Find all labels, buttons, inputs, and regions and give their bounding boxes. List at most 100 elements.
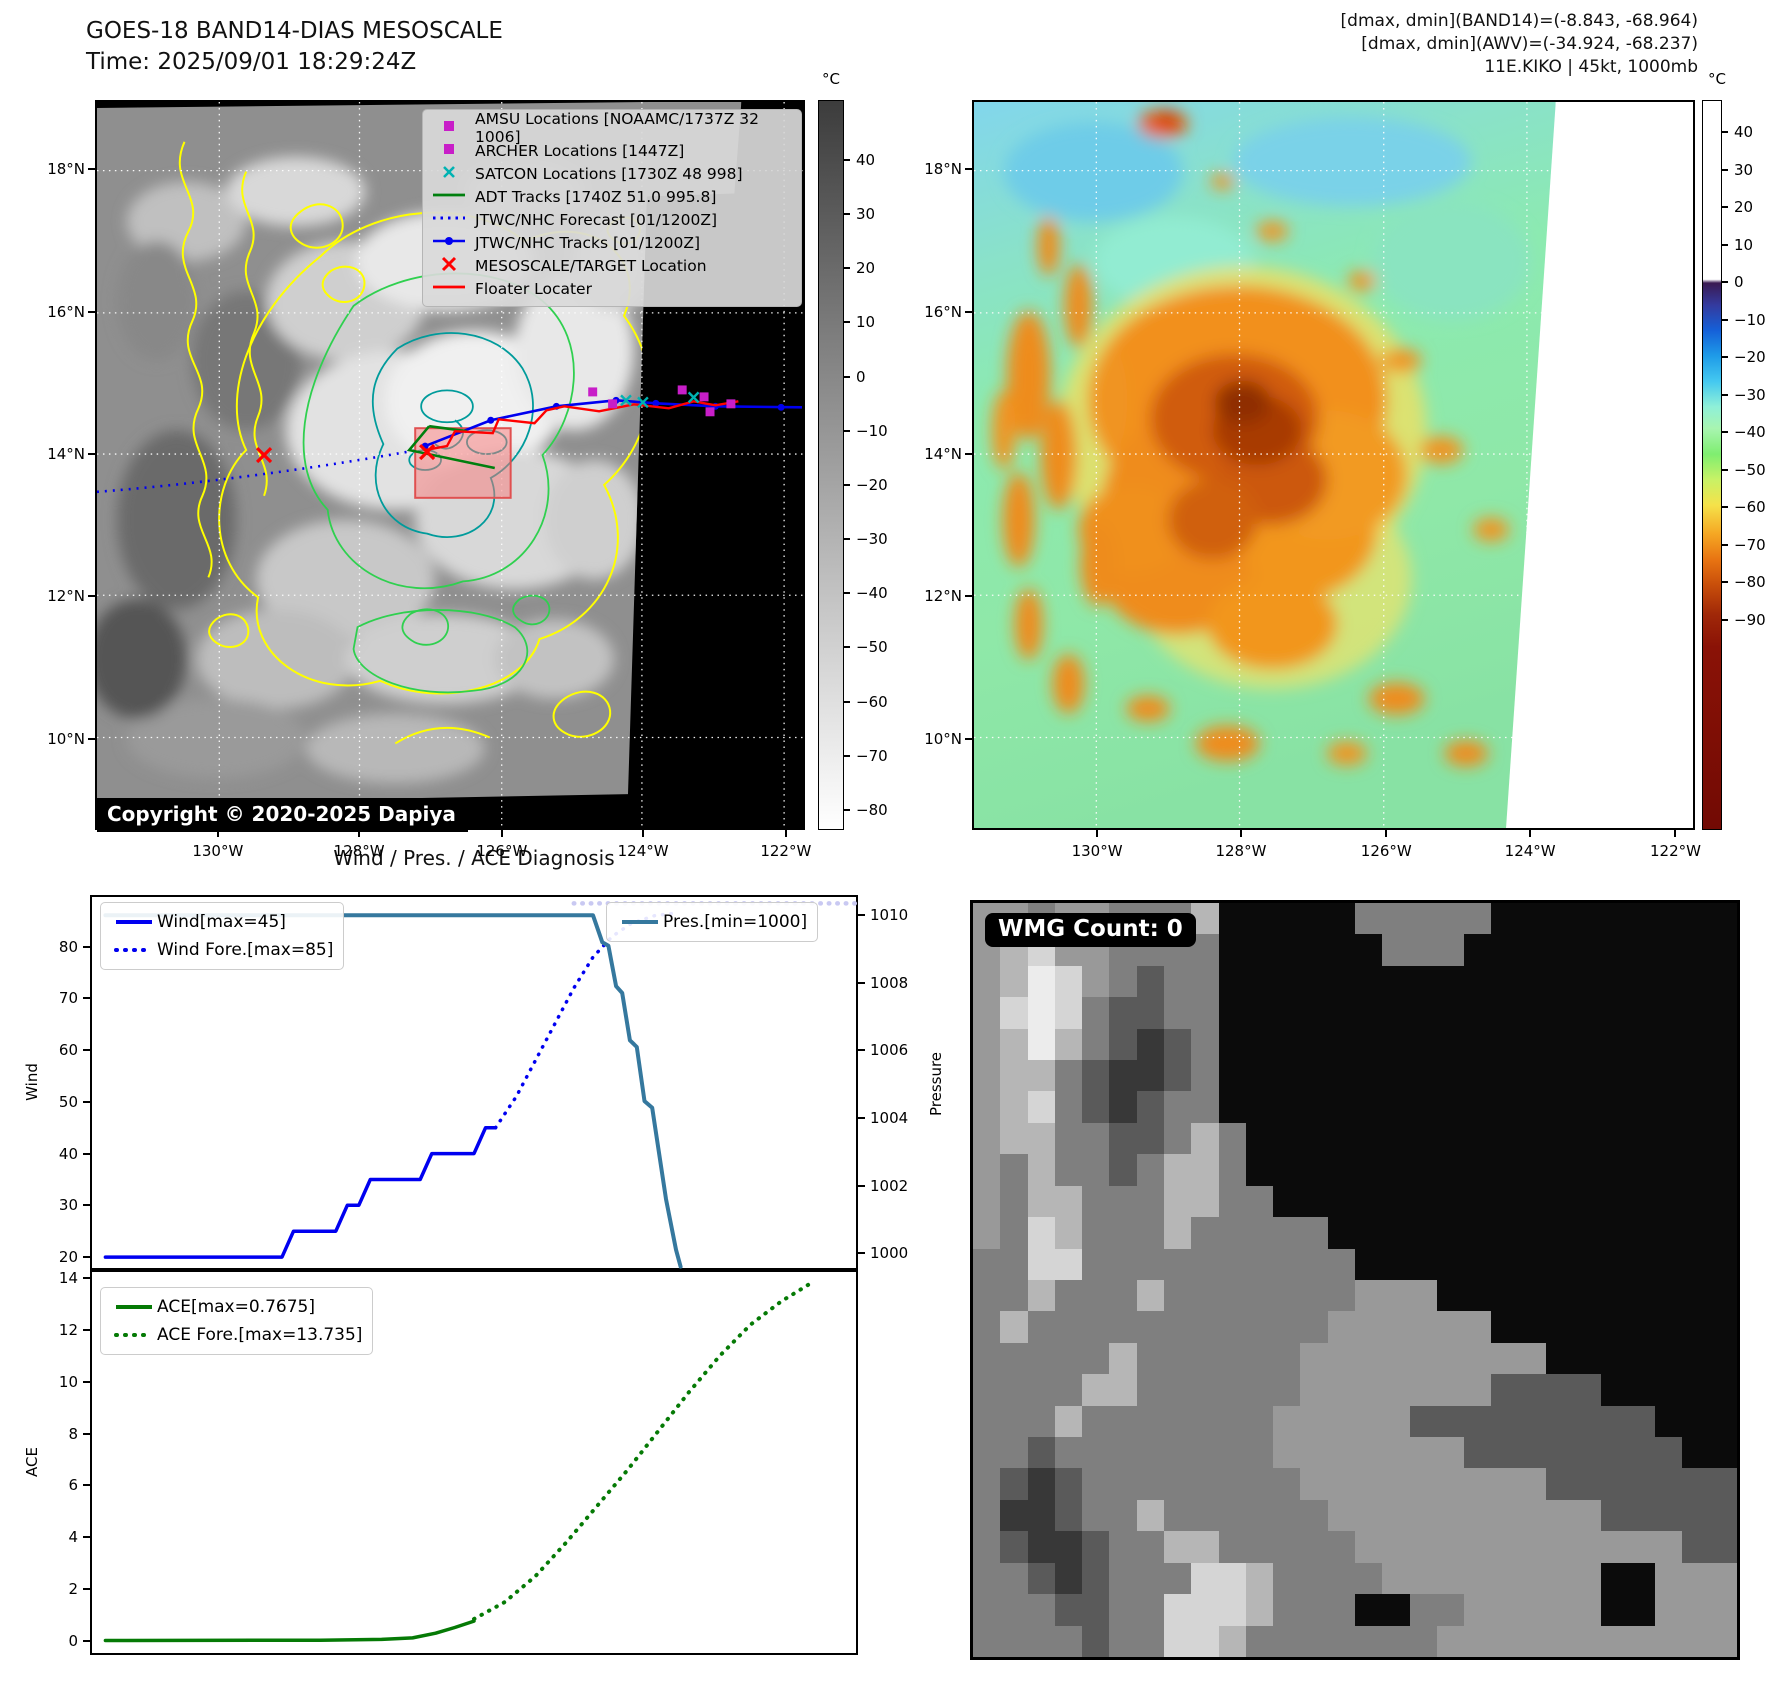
- wmg-cell: [1682, 1060, 1710, 1092]
- wmg-cell: [1136, 1625, 1164, 1657]
- wmg-cell: [973, 1060, 1001, 1092]
- wmg-cell: [1573, 1311, 1601, 1343]
- wmg-cell: [1054, 1342, 1083, 1375]
- storm-id-intensity: 11E.KIKO | 45kt, 1000mb: [1484, 57, 1698, 77]
- wmg-cell: [1191, 934, 1219, 966]
- wmg-cell: [1682, 1185, 1710, 1218]
- wmg-cell: [1245, 1028, 1274, 1061]
- wmg-cell: [1382, 1562, 1410, 1595]
- dotted-line-icon: [111, 943, 157, 957]
- band14-cbar-tick-label: 30: [856, 205, 876, 224]
- wmg-cell: [1491, 997, 1519, 1029]
- wmg-cell: [1164, 1594, 1192, 1626]
- wmg-cell: [1491, 1279, 1519, 1312]
- band14-lon-tickmark: [642, 830, 645, 837]
- chart-ytick-label-right: 1006: [870, 1041, 909, 1060]
- wmg-cell: [1300, 1594, 1328, 1626]
- wmg-cell: [1054, 1279, 1083, 1312]
- awv-cbar-tickmark: [1722, 243, 1728, 246]
- band14-lat-tickmark: [88, 737, 95, 740]
- wmg-cell: [1109, 1154, 1137, 1186]
- wmg-cell: [1600, 1154, 1628, 1186]
- wmg-cell: [1000, 997, 1028, 1029]
- wmg-cell: [1491, 1217, 1519, 1249]
- wmg-cell: [973, 1091, 1001, 1123]
- wmg-cell: [1436, 1437, 1465, 1469]
- wmg-cell: [1109, 1028, 1137, 1061]
- band14-cbar-tickmark: [844, 754, 850, 757]
- wmg-cell: [1600, 1122, 1628, 1155]
- chart-ytick-label-right: 1002: [870, 1176, 909, 1195]
- wmg-cell: [1491, 1437, 1519, 1469]
- band14-lat-tickmark: [88, 310, 95, 313]
- wmg-cell: [1709, 1091, 1737, 1123]
- band14-cbar-tick-label: −60: [856, 692, 888, 711]
- wmg-cell: [1109, 997, 1137, 1029]
- wmg-cell: [1655, 1217, 1683, 1249]
- awv-cbar-tickmark: [1722, 131, 1728, 134]
- wmg-cell: [1191, 1625, 1219, 1657]
- x-cyan-icon: [431, 164, 475, 184]
- solid-line-icon: [617, 915, 663, 929]
- wmg-cell: [1327, 1311, 1355, 1343]
- wmg-cell: [1273, 1499, 1301, 1532]
- wmg-cell: [1709, 1122, 1737, 1155]
- wmg-cell: [1709, 1374, 1737, 1406]
- wmg-cell: [1382, 903, 1410, 935]
- chart-legend-item: Pres.[min=1000]: [617, 908, 807, 936]
- wmg-cell: [1245, 965, 1274, 998]
- wmg-cell: [1218, 1468, 1246, 1500]
- wmg-cell: [1546, 1060, 1574, 1092]
- band14-legend-label: ARCHER Locations [1447Z]: [475, 141, 685, 160]
- pressure-legend: Pres.[min=1000]: [606, 902, 819, 942]
- wmg-cell: [1218, 1028, 1246, 1061]
- wmg-cell: [1655, 1311, 1683, 1343]
- chart-legend-label: Wind Fore.[max=85]: [157, 940, 334, 960]
- wmg-cell: [1245, 1060, 1274, 1092]
- wmg-cell: [1027, 1405, 1055, 1438]
- wmg-cell: [1245, 1154, 1274, 1186]
- wmg-cell: [1409, 1122, 1437, 1155]
- wmg-cell: [1027, 1562, 1055, 1595]
- band14-legend-label: Floater Locater: [475, 279, 592, 298]
- wmg-cell: [1409, 1311, 1437, 1343]
- wmg-cell: [1327, 1154, 1355, 1186]
- wmg-cell: [1709, 1405, 1737, 1438]
- wmg-cell: [1164, 1311, 1192, 1343]
- wmg-cell: [1409, 1625, 1437, 1657]
- wmg-cell: [1464, 1028, 1492, 1061]
- awv-cbar-tick-label: −10: [1734, 310, 1766, 329]
- wmg-cell: [1191, 1028, 1219, 1061]
- wmg-cell: [1600, 934, 1628, 966]
- wmg-cell: [1355, 1279, 1383, 1312]
- wmg-cell: [1355, 1437, 1383, 1469]
- chart-ytick-label: 80: [58, 937, 78, 956]
- wmg-cell: [1218, 1060, 1246, 1092]
- wmg-cell: [1082, 965, 1110, 998]
- wmg-cell: [1627, 1154, 1656, 1186]
- chart-ytick-label: 8: [68, 1424, 78, 1443]
- wmg-cell: [1436, 1091, 1465, 1123]
- wmg-cell: [1655, 1342, 1683, 1375]
- band14-cbar-tickmark: [844, 592, 850, 595]
- wmg-cell: [1655, 1122, 1683, 1155]
- wmg-cell: [1191, 1279, 1219, 1312]
- chart-ytick-mark: [83, 1049, 90, 1052]
- wmg-cell: [1573, 1625, 1601, 1657]
- chart-ytick-mark: [83, 1100, 90, 1103]
- awv-cbar-tickmark: [1722, 168, 1728, 171]
- wmg-cell: [1355, 1562, 1383, 1595]
- wmg-cell: [1491, 1028, 1519, 1061]
- wmg-cell: [1136, 1028, 1164, 1061]
- jtwc-forecast-track: [97, 448, 418, 494]
- wmg-cell: [1518, 1468, 1546, 1500]
- wmg-cell: [1409, 1531, 1437, 1563]
- wmg-cell: [1109, 1374, 1137, 1406]
- wmg-cell: [1464, 1279, 1492, 1312]
- wmg-cell: [1682, 1594, 1710, 1626]
- wmg-cell: [1600, 1060, 1628, 1092]
- wmg-cell: [1655, 1060, 1683, 1092]
- wmg-cell: [1655, 1594, 1683, 1626]
- wmg-cell: [1491, 1060, 1519, 1092]
- wmg-cell: [1136, 1060, 1164, 1092]
